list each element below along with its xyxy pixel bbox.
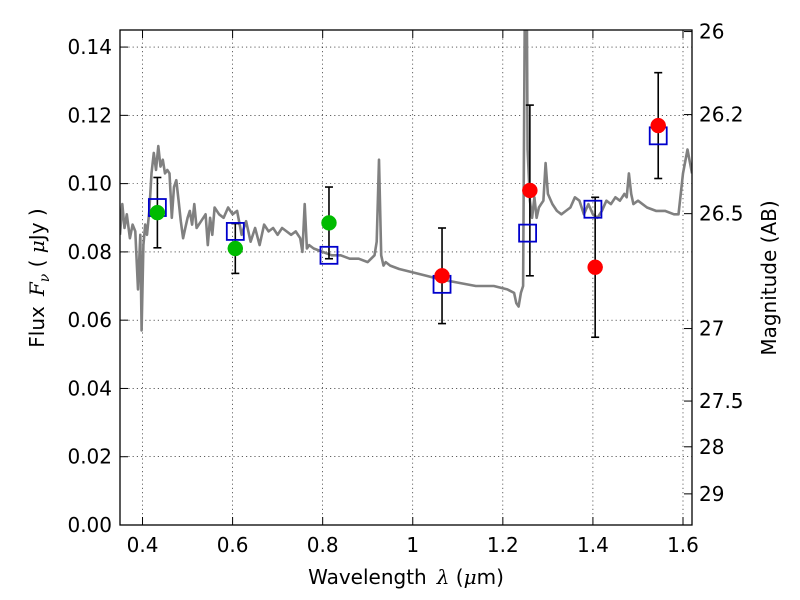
x-tick-label: 0.4 — [127, 533, 159, 557]
optical-data-point — [227, 240, 244, 257]
x-tick-label: 1 — [406, 533, 419, 557]
nir-data-point — [650, 117, 666, 134]
plot-area — [120, 30, 692, 339]
x-tick-label: 0.8 — [307, 533, 339, 557]
y-tick-label: 0.14 — [67, 35, 112, 59]
model-square-marker — [583, 199, 603, 219]
y-tick-label: 0.00 — [67, 513, 112, 537]
model-square-marker — [225, 222, 245, 241]
photometry-point-layer — [149, 117, 666, 284]
nir-data-point — [434, 268, 450, 284]
y2-tick-label: 27 — [699, 317, 724, 341]
y2-tick-label: 29 — [699, 482, 724, 506]
y2-tick-label: 26 — [699, 20, 724, 44]
y-tick-label: 0.08 — [67, 240, 112, 264]
y2-tick-label: 26.2 — [699, 103, 744, 127]
y2-axis-title: Magnitude (AB) — [757, 200, 781, 355]
plot-frame — [119, 29, 693, 526]
y-axis-title: FluxFν ( μJy ) — [25, 208, 53, 347]
x-tick-label: 0.6 — [217, 533, 249, 557]
x-tick-label: 1.4 — [577, 533, 609, 557]
optical-data-point — [149, 204, 166, 221]
tick-layer: 0.4 0.6 0.8 1 1.2 1.4 1.6 0.00 0.02 0.04 0.06 0.08 0… — [67, 20, 743, 557]
y2-tick-label: 28 — [699, 435, 724, 459]
y-tick-label: 0.10 — [67, 172, 112, 196]
y-tick-label: 0.06 — [67, 308, 112, 332]
y-tick-label: 0.04 — [67, 376, 112, 400]
y-tick-label: 0.02 — [67, 445, 112, 469]
y2-tick-label: 27.5 — [699, 389, 744, 413]
x-tick-label: 1.2 — [487, 533, 519, 557]
x-tick-label: 1.6 — [667, 533, 699, 557]
nir-data-point — [522, 182, 538, 199]
model-square-marker — [319, 245, 339, 265]
y-tick-label: 0.12 — [67, 103, 112, 127]
x-axis-title: Wavelength λ (μm) — [308, 565, 504, 589]
y2-tick-label: 26.5 — [699, 202, 744, 226]
nir-data-point — [587, 259, 603, 276]
model-square-marker — [518, 223, 538, 243]
optical-data-point — [321, 215, 337, 231]
